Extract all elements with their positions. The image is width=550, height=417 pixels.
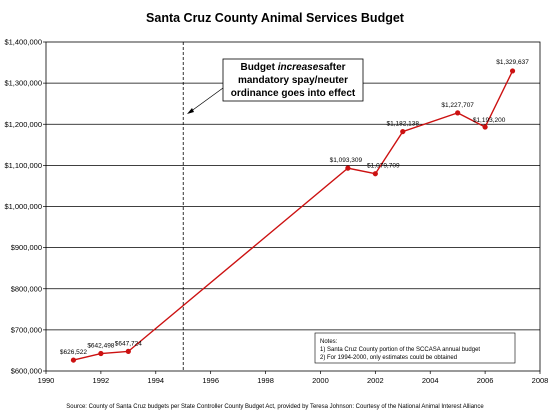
y-tick-label-1: $700,000: [11, 325, 42, 334]
y-tick-label-2: $800,000: [11, 284, 42, 293]
data-label-1993: $647,724: [115, 340, 142, 347]
data-label-2005: $1,227,707: [441, 102, 474, 109]
annotation-pointer-line: [189, 87, 224, 113]
data-label-2003: $1,182,138: [387, 121, 420, 128]
data-label-2001: $1,093,309: [330, 157, 363, 164]
x-tick-label-4: 1998: [257, 376, 274, 385]
data-point-2001: [345, 165, 351, 171]
annotation-line-2: mandatory spay/neuter: [238, 75, 348, 86]
x-tick-label-6: 2002: [367, 376, 384, 385]
data-point-2007: [509, 68, 516, 74]
x-tick-label-0: 1990: [38, 376, 55, 385]
chart-title: Santa Cruz County Animal Services Budget: [146, 11, 405, 25]
data-label-2007: $1,329,637: [496, 59, 529, 66]
data-label-1992: $642,498: [87, 343, 114, 350]
annotation-line-1-post: after: [324, 62, 346, 73]
data-labels: $626,522$642,498 $647,724 $1,093,309 $1,079…: [60, 59, 529, 356]
x-tick-label-9: 2008: [532, 376, 549, 385]
annotation-box: [222, 58, 364, 102]
annotation-line-1-italic: increases: [278, 62, 325, 73]
data-points: [70, 68, 516, 363]
y-tick-label-6: $1,200,000: [4, 120, 42, 129]
data-point-1992: [98, 350, 104, 357]
annotation-callout: Budget increasesafter mandatory spay/neu…: [187, 58, 364, 114]
y-tick-label-3: $900,000: [11, 243, 42, 252]
y-tick-label-8: $1,400,000: [4, 38, 42, 47]
data-point-1991: [70, 357, 77, 363]
data-point-2003: [400, 128, 406, 135]
x-tick-label-8: 2006: [477, 376, 494, 385]
y-tick-label-7: $1,300,000: [4, 79, 42, 88]
notes-line-2: 2) For 1994-2000, only estimates could b…: [320, 355, 457, 361]
annotation-line-1: Budget increasesafter: [240, 62, 345, 73]
series-line: [73, 70, 514, 361]
data-label-2006: $1,193,200: [473, 117, 506, 124]
annotation-line-1-pre: Budget: [240, 62, 277, 73]
y-tick-label-4: $1,000,000: [4, 202, 42, 211]
notes-frame: [314, 332, 516, 364]
annotation-line-3: ordinance goes into effect: [231, 88, 356, 99]
annotation-arrowhead: [187, 108, 194, 114]
y-tick-label-5: $1,100,000: [4, 161, 42, 170]
data-point-2002: [372, 171, 378, 177]
y-tick-label-0: $600,000: [11, 367, 42, 376]
data-point-2005: [455, 110, 461, 116]
data-point-1993: [125, 348, 131, 354]
data-point-2006: [482, 124, 488, 130]
x-tick-label-3: 1996: [202, 376, 219, 385]
y-axis-ticks: $600,000 $700,000 $800,000 $900,000 $1,000,0…: [4, 38, 46, 376]
x-tick-label-1: 1992: [93, 376, 110, 385]
source-caption: Source: County of Santa Cruz budgets per…: [66, 404, 484, 410]
notes-heading: Notes:: [320, 339, 338, 345]
notes-box: Notes: 1) Santa Cruz County portion of t…: [314, 332, 516, 364]
x-tick-label-2: 1994: [147, 376, 164, 385]
x-axis-ticks: 1990 1992 1994 1996 1998 2000 2002 2004 2006 2008: [38, 371, 549, 385]
notes-line-1: 1) Santa Cruz County portion of the SCCA…: [320, 347, 480, 353]
x-tick-label-7: 2004: [422, 376, 439, 385]
x-tick-label-5: 2000: [312, 376, 329, 385]
data-label-2002: $1,079,709: [367, 163, 400, 170]
data-label-1991: $626,522: [60, 349, 87, 356]
gridlines: [46, 82, 540, 331]
